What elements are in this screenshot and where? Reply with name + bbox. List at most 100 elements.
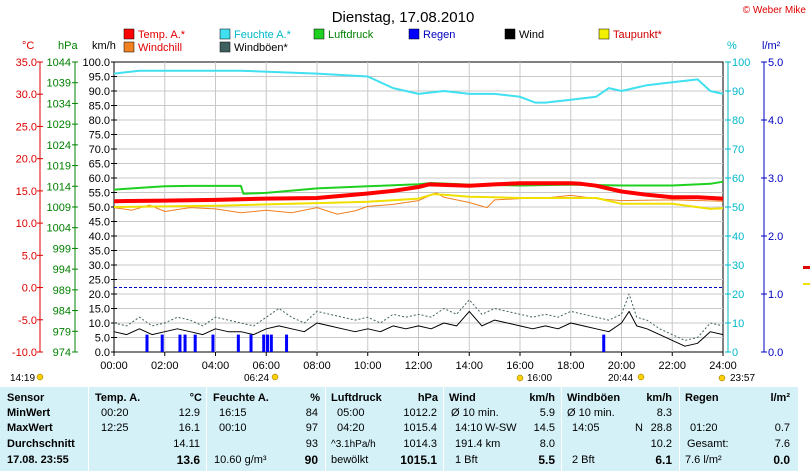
legend-swatch (219, 28, 231, 40)
x-tick-label: 22:00 (658, 360, 686, 372)
rain-max: 0.7 (774, 422, 790, 434)
axis-temperature-tick-label: 10.0 (16, 218, 37, 230)
series-line-wind (113, 310, 724, 347)
legend-swatch (598, 28, 610, 40)
temp-unit: °C (189, 392, 202, 404)
axis-wind-tick-label: 50.0 (89, 202, 110, 214)
axis-pressure-tick-label: 999 (53, 243, 71, 255)
axis-temperature-tick-label: 15.0 (16, 186, 37, 198)
wind-distance: 191.4 km (455, 438, 501, 450)
sun-marker-icon (637, 373, 645, 381)
axis-humidity-tick-label: 60 (732, 173, 744, 185)
axis-unit-label: l/m² (762, 40, 781, 52)
sun-marker-icon (718, 374, 726, 382)
chart-title: Dienstag, 17.08.2010 (332, 9, 475, 26)
x-tick-label: 10:00 (354, 360, 382, 372)
humidity-unit: % (310, 392, 320, 404)
wind-avg10: 5.9 (539, 407, 555, 419)
wind-max: 14.5 (533, 422, 555, 434)
x-tick-label: 02:00 (151, 360, 179, 372)
axis-pressure-tick-label: 1014 (47, 181, 71, 193)
series-line-windchill (113, 192, 724, 215)
wind-max-time: 14:10 (455, 422, 483, 434)
x-tick-label: 18:00 (557, 360, 585, 372)
pressure-header: Luftdruck (331, 392, 382, 404)
table-header-sensor: Sensor (7, 392, 45, 404)
axis-rain-tick-label: 4.0 (768, 115, 783, 127)
pressure-current: 1015.1 (400, 453, 437, 467)
axis-humidity-tick-label: 80 (732, 115, 744, 127)
rain-bar (183, 334, 187, 352)
gust-bft: 2 Bft (572, 454, 595, 466)
temp-indicator-icon (803, 266, 810, 269)
time-marker-1600: 16:00 (527, 373, 552, 384)
rain-header: Regen (685, 392, 719, 404)
axis-wind-tick-label: 60.0 (89, 173, 110, 185)
table-divider (88, 387, 89, 471)
rain-bar (262, 334, 266, 352)
humidity-header: Feuchte A. (213, 392, 269, 404)
x-tick-label: 20:00 (608, 360, 636, 372)
axis-pressure-tick-label: 984 (53, 306, 71, 318)
time-marker-right: 23:57 (730, 373, 755, 384)
temp-min-time: 00:20 (101, 407, 129, 419)
axis-temperature-tick-label: 30.0 (16, 89, 37, 101)
axis-pressure-tick-label: 1044 (47, 57, 71, 69)
rain-bar (193, 334, 197, 352)
pressure-trend: ^3.1hPa/h (331, 439, 376, 450)
rain-sum: 7.6 l/m² (685, 454, 722, 466)
rain-bar (602, 334, 606, 352)
x-tick-label: 16:00 (506, 360, 534, 372)
row-label-current: 17.08. 23:55 (7, 454, 69, 466)
time-marker-left: 14:19 (10, 373, 35, 384)
axis-wind-tick-label: 55.0 (89, 188, 110, 200)
wind-avg10-label: Ø 10 min. (451, 407, 499, 419)
rain-unit: l/m² (770, 392, 790, 404)
legend-label: Feuchte A.* (234, 29, 292, 41)
temp-max: 16.1 (178, 422, 200, 434)
axis-temperature-tick-label: 0.0 (22, 283, 37, 295)
rain-total: 7.6 (774, 438, 790, 450)
gust-unit: km/h (646, 392, 672, 404)
time-marker-sunrise: 06:24 (244, 373, 269, 384)
axis-unit-label: km/h (92, 40, 116, 52)
grid (113, 61, 724, 353)
axis-wind-tick-label: 30.0 (89, 260, 110, 272)
series-line-windben (113, 293, 724, 341)
x-tick-label: 00:00 (100, 360, 128, 372)
temp-min: 12.9 (178, 407, 200, 419)
axis-pressure-tick-label: 1029 (47, 119, 71, 131)
axis-humidity-tick-label: 90 (732, 86, 744, 98)
pressure-min: 1012.2 (403, 407, 437, 419)
axis-wind-tick-label: 65.0 (89, 159, 110, 171)
rain-bar (269, 334, 273, 352)
humidity-absolute: 10.60 g/m³ (214, 454, 267, 466)
sun-marker-icon (271, 373, 279, 381)
x-tick-label: 06:00 (252, 360, 280, 372)
rain-total-label: Gesamt: (687, 438, 729, 450)
gust-max: 28.8 (650, 422, 672, 434)
legend-label: Windböen* (234, 42, 289, 54)
axis-temperature-tick-label: -10.0 (12, 347, 37, 359)
axis-pressure-tick-label: 994 (53, 264, 71, 276)
copyright-label: © Weber Mike (743, 5, 807, 16)
axis-humidity-tick-label: 20 (732, 289, 744, 301)
temp-max-time: 12:25 (101, 422, 129, 434)
axis-wind-tick-label: 75.0 (89, 130, 110, 142)
axis-humidity-tick-label: 40 (732, 231, 744, 243)
axis-wind-tick-label: 20.0 (89, 289, 110, 301)
axis-unit-label: % (727, 40, 737, 52)
rain-bar (178, 334, 182, 352)
axis-wind-tick-label: 45.0 (89, 217, 110, 229)
pressure-max: 1015.4 (403, 422, 437, 434)
temp-header: Temp. A. (95, 392, 141, 404)
axis-wind-tick-label: 35.0 (89, 246, 110, 258)
axis-wind-tick-label: 25.0 (89, 275, 110, 287)
pressure-max-time: 04:20 (337, 422, 365, 434)
sun-marker-icon (516, 374, 524, 382)
axis-temperature-tick-label: -5.0 (18, 315, 37, 327)
wind-bft: 1 Bft (455, 454, 478, 466)
legend-swatch (123, 41, 135, 53)
table-divider (561, 387, 562, 471)
rain-bar (266, 334, 270, 352)
